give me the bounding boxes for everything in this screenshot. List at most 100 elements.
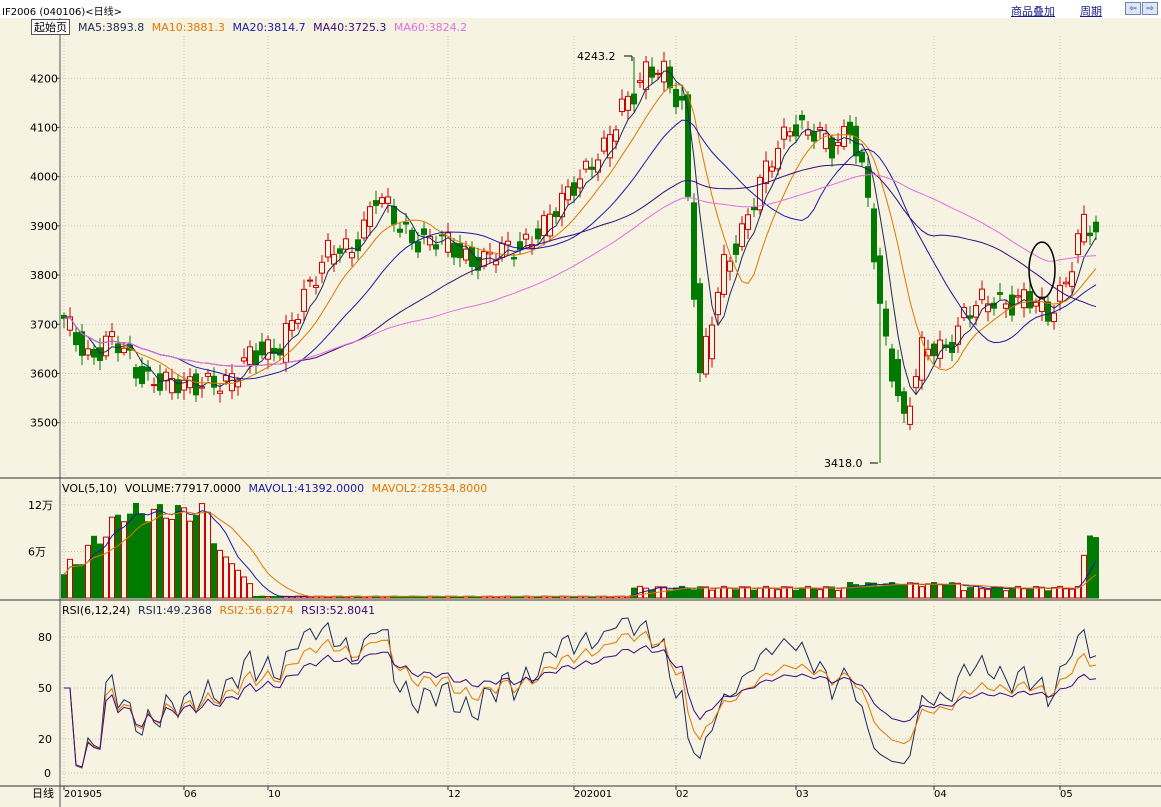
candle-body bbox=[433, 244, 439, 250]
volume-bar bbox=[721, 585, 727, 599]
rsi3-legend: RSI3:52.8041 bbox=[301, 604, 376, 617]
candle-body bbox=[853, 125, 859, 157]
candle-body bbox=[697, 283, 703, 374]
ma40-legend: MA40:3725.3 bbox=[313, 21, 387, 34]
price-tick-label: 3900 bbox=[30, 220, 58, 233]
volume-bar bbox=[679, 585, 685, 599]
volume-tick-label: 12万 bbox=[28, 499, 53, 512]
candle bbox=[979, 280, 985, 305]
candle-body bbox=[355, 239, 361, 252]
volume-bar bbox=[211, 543, 217, 599]
candle bbox=[241, 348, 247, 365]
overlay-link[interactable]: 商品叠加 bbox=[1011, 5, 1055, 18]
candle-body bbox=[667, 66, 673, 89]
rsi-legend: RSI(6,12,24) RSI1:49.2368 RSI2:56.6274 R… bbox=[62, 604, 379, 617]
candle bbox=[577, 169, 583, 198]
candle bbox=[565, 179, 571, 205]
candle-body bbox=[175, 379, 181, 394]
volume-bar bbox=[151, 508, 157, 599]
volume-bar bbox=[835, 589, 841, 599]
candle-body bbox=[583, 160, 589, 170]
candle bbox=[781, 118, 787, 150]
rsi1-line bbox=[64, 617, 1097, 769]
candle-body bbox=[571, 182, 577, 196]
candle bbox=[385, 187, 391, 213]
volume-bar bbox=[103, 536, 109, 599]
candle bbox=[361, 211, 367, 242]
volume-bar bbox=[955, 582, 961, 599]
volume-bar bbox=[85, 544, 91, 599]
candle bbox=[883, 300, 889, 346]
candle bbox=[91, 345, 97, 365]
candle-body bbox=[547, 213, 553, 237]
candle-body bbox=[775, 147, 781, 170]
candle bbox=[79, 324, 85, 366]
candle-body bbox=[391, 205, 397, 225]
candle-body bbox=[1075, 233, 1081, 256]
candle-body bbox=[439, 234, 445, 237]
volume-bar bbox=[61, 574, 67, 599]
period-link[interactable]: 周期 bbox=[1080, 5, 1102, 18]
candle bbox=[445, 223, 451, 258]
volume-bar bbox=[223, 556, 229, 599]
candle-body bbox=[67, 316, 73, 331]
candle bbox=[343, 229, 349, 254]
candle bbox=[823, 124, 829, 153]
volume-bar bbox=[649, 589, 655, 599]
volume-bar bbox=[967, 587, 973, 599]
candle-body bbox=[337, 248, 343, 254]
volume-bar bbox=[781, 586, 787, 599]
candle-body bbox=[409, 229, 415, 244]
candle-body bbox=[151, 384, 157, 387]
candle bbox=[205, 368, 211, 382]
candle-body bbox=[505, 240, 511, 246]
volume-bar bbox=[127, 513, 133, 599]
volume-bar bbox=[769, 587, 775, 599]
time-tick-label: 10 bbox=[268, 789, 281, 800]
mavol2-line bbox=[63, 511, 1097, 598]
nav-left-button[interactable]: ⇦ bbox=[1125, 2, 1141, 15]
volume-bar bbox=[643, 587, 649, 599]
candle-body bbox=[289, 320, 295, 331]
candle-body bbox=[991, 302, 997, 309]
candle-body bbox=[679, 95, 685, 101]
candle bbox=[349, 246, 355, 267]
volume-bar bbox=[1021, 588, 1027, 599]
volume-bar bbox=[187, 520, 193, 599]
volume-bar bbox=[91, 535, 97, 599]
nav-right-button[interactable]: ⇨ bbox=[1142, 2, 1158, 15]
volume-bar bbox=[733, 589, 739, 599]
candle-body bbox=[85, 348, 91, 356]
candle-body bbox=[727, 260, 733, 272]
candle bbox=[151, 377, 157, 394]
candle-body bbox=[895, 359, 901, 397]
volume-bar bbox=[949, 582, 955, 599]
candle-body bbox=[631, 93, 637, 105]
candle-body bbox=[985, 303, 991, 313]
candle-body bbox=[535, 228, 541, 240]
candle-body bbox=[157, 373, 163, 391]
candle-body bbox=[1051, 312, 1057, 323]
candle bbox=[511, 253, 517, 267]
volume-bar bbox=[703, 586, 709, 599]
candle-body bbox=[385, 196, 391, 204]
volume-bar bbox=[913, 582, 919, 599]
candle-body bbox=[871, 208, 877, 263]
volume-bar bbox=[667, 589, 673, 599]
volume-bar bbox=[793, 589, 799, 599]
home-button[interactable]: 起始页 bbox=[31, 19, 70, 35]
candle-body bbox=[451, 242, 457, 258]
candle bbox=[475, 247, 481, 280]
volume-bar bbox=[133, 502, 139, 599]
candle bbox=[457, 234, 463, 268]
candle bbox=[835, 133, 841, 155]
candle bbox=[301, 279, 307, 322]
volume-bar bbox=[895, 584, 901, 599]
candle bbox=[409, 227, 415, 250]
ma20-legend: MA20:3814.7 bbox=[232, 21, 306, 34]
candle-body bbox=[253, 350, 259, 366]
volume-bar bbox=[325, 596, 331, 599]
candle-body bbox=[1021, 289, 1027, 309]
candle-body bbox=[973, 305, 979, 318]
candle bbox=[715, 287, 721, 324]
